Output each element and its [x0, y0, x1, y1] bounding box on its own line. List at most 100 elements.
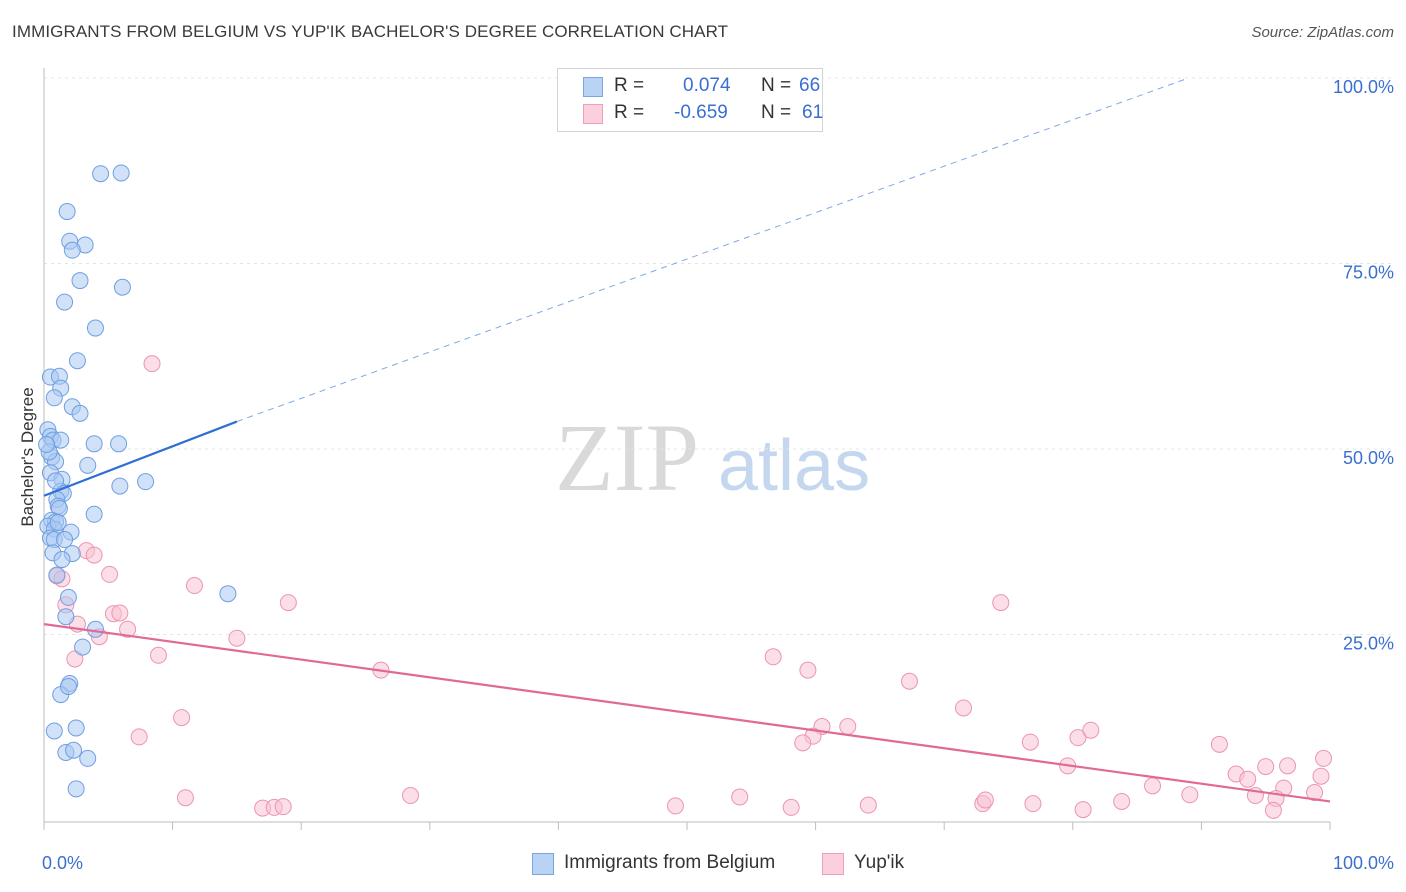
- belgium-point: [67, 719, 85, 737]
- watermark-atlas: atlas: [718, 426, 870, 506]
- belgium-point: [48, 566, 66, 584]
- yupik-point: [1312, 767, 1330, 785]
- legend-n-label: N =: [761, 75, 792, 96]
- belgium-point: [67, 780, 85, 798]
- belgium-point: [110, 435, 128, 453]
- y-axis-label: Bachelor's Degree: [18, 387, 37, 527]
- belgium-point: [56, 293, 74, 311]
- yupik-point: [143, 355, 161, 373]
- correlation-legend: R = 0.074 N = 66 R = -0.659 N = 61: [557, 68, 823, 132]
- yupik-point: [85, 546, 103, 564]
- yupik-point: [731, 788, 749, 806]
- belgium-point: [59, 677, 77, 695]
- legend-swatch-blue: [583, 77, 603, 97]
- belgium-point: [113, 278, 131, 296]
- yupik-point: [1069, 729, 1087, 747]
- belgium-point: [52, 431, 70, 449]
- yupik-point: [764, 648, 782, 666]
- belgium-point: [219, 585, 237, 603]
- yupik-point: [954, 699, 972, 717]
- legend-r-value: -0.659: [674, 102, 728, 123]
- yupik-point: [1306, 784, 1324, 802]
- belgium-point: [45, 389, 63, 407]
- belgium-point: [38, 436, 56, 454]
- yupik-point: [799, 661, 817, 679]
- yupik-point: [1082, 721, 1100, 739]
- belgium-point: [58, 203, 76, 221]
- yupik-point: [274, 798, 292, 816]
- legend-r-label: R =: [614, 75, 645, 96]
- belgium-point: [71, 272, 89, 290]
- y-tick-label: 100.0%: [1333, 77, 1394, 97]
- bottom-legend-label: Immigrants from Belgium: [564, 852, 776, 873]
- yupik-point: [1024, 795, 1042, 813]
- yupik-point: [900, 672, 918, 690]
- yupik-point: [794, 734, 812, 752]
- yupik-point: [1257, 758, 1275, 776]
- belgium-trend-extension: [236, 77, 1189, 423]
- yupik-point: [1239, 770, 1257, 788]
- belgium-point: [53, 551, 71, 569]
- yupik-point: [66, 650, 84, 668]
- yupik-point: [130, 728, 148, 746]
- yupik-point: [149, 646, 167, 664]
- belgium-trend-line: [43, 420, 238, 497]
- x-tick-label-max: 100.0%: [1333, 853, 1394, 873]
- yupik-point: [1264, 801, 1282, 819]
- belgium-point: [68, 352, 86, 370]
- belgium-point: [71, 404, 89, 422]
- belgium-point: [57, 608, 75, 626]
- belgium-point: [59, 588, 77, 606]
- belgium-point: [47, 472, 65, 490]
- belgium-point: [56, 531, 74, 549]
- yupik-point: [666, 797, 684, 815]
- yupik-point: [173, 709, 191, 727]
- yupik-point: [402, 787, 420, 805]
- yupik-point: [1021, 733, 1039, 751]
- yupik-point: [101, 565, 119, 583]
- belgium-point: [79, 456, 97, 474]
- belgium-point: [49, 513, 67, 531]
- legend-r-label: R =: [614, 102, 645, 123]
- yupik-point: [839, 718, 857, 736]
- yupik-point: [976, 791, 994, 809]
- belgium-point: [86, 620, 104, 638]
- yupik-point: [1279, 757, 1297, 775]
- source-credit: Source: ZipAtlas.com: [1251, 24, 1394, 41]
- y-tick-label: 75.0%: [1343, 263, 1394, 283]
- bottom-legend-swatch-pink: [822, 853, 844, 875]
- bottom-legend-label: Yup'ik: [854, 852, 905, 873]
- legend-n-value: 61: [802, 102, 824, 123]
- yupik-point: [992, 594, 1010, 612]
- yupik-point: [1210, 735, 1228, 753]
- belgium-point: [45, 722, 63, 740]
- belgium-point: [63, 241, 81, 259]
- yupik-point: [279, 594, 297, 612]
- belgium-point: [65, 741, 83, 759]
- legend-n-value: 66: [799, 75, 821, 96]
- yupik-point: [111, 604, 129, 622]
- yupik-point: [1144, 777, 1162, 795]
- yupik-point: [228, 629, 246, 647]
- belgium-point: [137, 473, 155, 491]
- belgium-point: [79, 749, 97, 767]
- bottom-legend-swatch-blue: [532, 853, 554, 875]
- legend-r-value: 0.074: [683, 75, 731, 96]
- yupik-point: [1181, 786, 1199, 804]
- yupik-point: [1315, 749, 1333, 767]
- yupik-point: [782, 798, 800, 816]
- yupik-point: [176, 789, 194, 807]
- chart-title: IMMIGRANTS FROM BELGIUM VS YUP'IK BACHEL…: [12, 22, 729, 41]
- yupik-trend-line: [43, 623, 1331, 803]
- yupik-point: [859, 796, 877, 814]
- yupik-point: [1074, 801, 1092, 819]
- y-tick-label: 25.0%: [1343, 634, 1394, 654]
- belgium-point: [86, 319, 104, 337]
- belgium-point: [85, 505, 103, 523]
- yupik-point: [1113, 792, 1131, 810]
- x-tick-label-min: 0.0%: [42, 853, 83, 873]
- watermark-zip: ZIP: [555, 404, 699, 511]
- belgium-point: [85, 435, 103, 453]
- yupik-point: [185, 577, 203, 595]
